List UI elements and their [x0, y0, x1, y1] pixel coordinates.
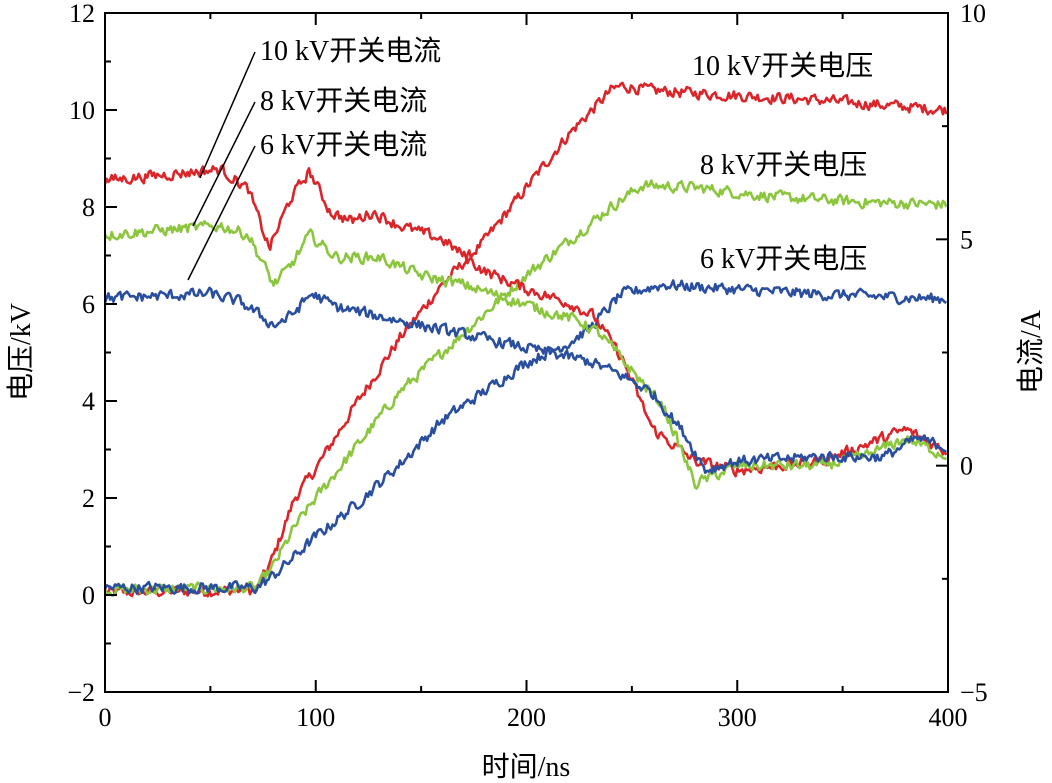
series-line-3 — [103, 163, 948, 478]
y-left-tick-label: −2 — [67, 678, 95, 707]
annotation-leader-lines — [187, 51, 256, 281]
annotation-leader-2 — [187, 145, 256, 281]
y-left-tick-label: 10 — [69, 96, 95, 125]
x-tick-label: 0 — [99, 703, 112, 732]
annotation-6kv-voltage: 6 kV开关电压 — [700, 243, 867, 275]
y-right-tick-label: −5 — [960, 678, 988, 707]
y-left-tick-label: 6 — [82, 290, 95, 319]
annotation-10kv-current: 10 kV开关电流 — [260, 35, 441, 67]
annotation-6kv-current: 6 kV开关电流 — [260, 129, 427, 161]
plot-lines — [103, 81, 948, 598]
y-left-tick-label: 12 — [69, 0, 95, 28]
x-tick-label: 200 — [507, 703, 546, 732]
x-tick-label: 400 — [929, 703, 968, 732]
series-line-2 — [103, 279, 947, 595]
annotation-leader-0 — [199, 51, 256, 179]
y-left-tick-label: 0 — [82, 581, 95, 610]
series-line-4 — [103, 220, 948, 490]
y-left-tick-label: 8 — [82, 193, 95, 222]
y-right-tick-label: 0 — [960, 452, 973, 481]
series-line-1 — [103, 179, 948, 597]
annotation-8kv-current: 8 kV开关电流 — [260, 85, 427, 117]
y-left-tick-label: 2 — [82, 484, 95, 513]
series-line-5 — [103, 286, 947, 475]
y-right-tick-label: 10 — [960, 0, 986, 28]
annotation-8kv-voltage: 8 kV开关电压 — [700, 149, 867, 181]
y-left-axis-title: 电压/kV — [5, 303, 37, 401]
x-tick-label: 100 — [296, 703, 335, 732]
y-left-tick-label: 4 — [82, 387, 95, 416]
annotation-10kv-voltage: 10 kV开关电压 — [692, 50, 873, 82]
y-right-tick-label: 5 — [960, 225, 973, 254]
x-tick-label: 300 — [718, 703, 757, 732]
x-axis-title: 时间/ns — [482, 751, 571, 783]
annotation-leader-1 — [192, 101, 256, 227]
axis-ticks — [104, 12, 949, 693]
y-right-axis-title: 电流/A — [1015, 309, 1047, 394]
